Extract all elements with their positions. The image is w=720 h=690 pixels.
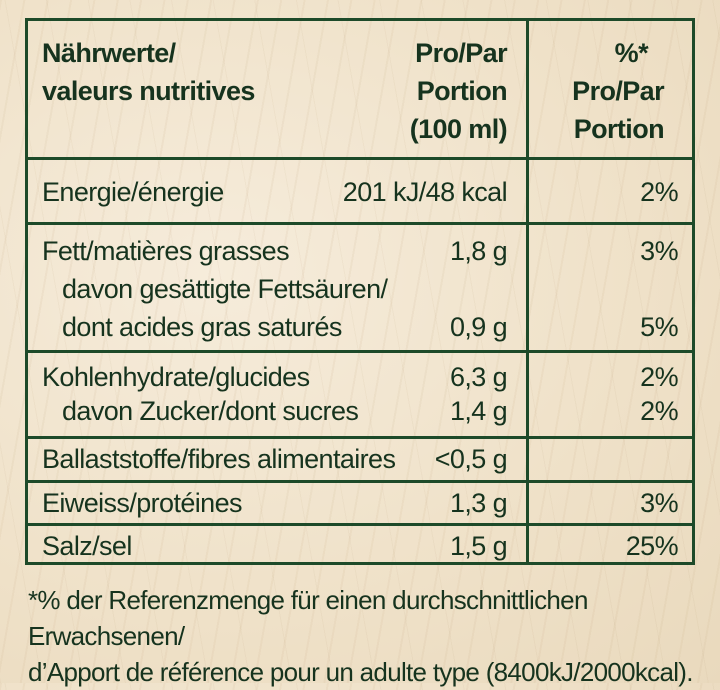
header-percent-line1: %*	[614, 38, 649, 68]
row-value: 1,5 g	[449, 531, 508, 561]
header-row: Nährwerte/ valeurs nutritives Pro/Par Po…	[28, 21, 692, 157]
row-value: 1,4 g	[449, 396, 508, 426]
header-portion-line1: Pro/Par	[415, 38, 507, 68]
table-row: Eiweiss/protéines 1,3 g 3%	[28, 480, 692, 526]
row-percent: 3%	[640, 236, 678, 266]
row-label: Eiweiss/protéines	[42, 488, 243, 518]
table-row: Ballaststoffe/fibres alimentaires <0,5 g	[28, 436, 692, 483]
header-label-line2: valeurs nutritives	[42, 76, 255, 106]
row-label: Salz/sel	[42, 531, 132, 561]
nutrition-table: Nährwerte/ valeurs nutritives Pro/Par Po…	[25, 18, 695, 565]
table-row: Energie/énergie 201 kJ/48 kcal 2%	[28, 157, 692, 225]
row-percent: 2%	[640, 362, 678, 392]
row-percent: 2%	[640, 396, 678, 426]
column-divider	[526, 21, 529, 562]
row-label: Ballaststoffe/fibres alimentaires	[42, 444, 396, 474]
row-label: Energie/énergie	[42, 177, 224, 207]
row-label: Kohlenhydrate/glucides	[42, 362, 310, 392]
row-value: 0,9 g	[449, 312, 508, 342]
table-row: Salz/sel 1,5 g 25%	[28, 523, 692, 568]
table-row: Fett/matières grasses 1,8 g 3% davon ges…	[28, 222, 692, 353]
header-portion-line3: (100 ml)	[409, 114, 508, 144]
table-row: Kohlenhydrate/glucides 6,3 g 2% davon Zu…	[28, 350, 692, 439]
row-percent: 3%	[640, 488, 678, 518]
row-label-sub: davon gesättigte Fettsäuren/	[62, 274, 388, 304]
row-percent: 2%	[640, 177, 678, 207]
header-percent-line2: Pro/Par	[572, 76, 664, 106]
row-value: 201 kJ/48 kcal	[342, 177, 508, 207]
row-percent: 5%	[640, 312, 678, 342]
row-label-sub: dont acides gras saturés	[62, 312, 342, 342]
row-label-sub: davon Zucker/dont sucres	[62, 396, 359, 426]
row-percent: 25%	[625, 531, 679, 561]
row-value: <0,5 g	[434, 444, 508, 474]
row-value: 1,3 g	[449, 488, 508, 518]
header-label-line1: Nährwerte/	[42, 38, 176, 68]
footnote: *% der Referenzmenge für einen durchschn…	[28, 582, 718, 690]
footnote-line: d’Apport de référence pour un adulte typ…	[28, 657, 693, 687]
header-portion-line2: Portion	[416, 76, 508, 106]
row-label: Fett/matières grasses	[42, 236, 290, 266]
row-value: 6,3 g	[449, 362, 508, 392]
footnote-line: *% der Referenzmenge für einen durchschn…	[28, 585, 588, 651]
header-percent-line3: Portion	[573, 114, 665, 144]
row-value: 1,8 g	[449, 236, 508, 266]
